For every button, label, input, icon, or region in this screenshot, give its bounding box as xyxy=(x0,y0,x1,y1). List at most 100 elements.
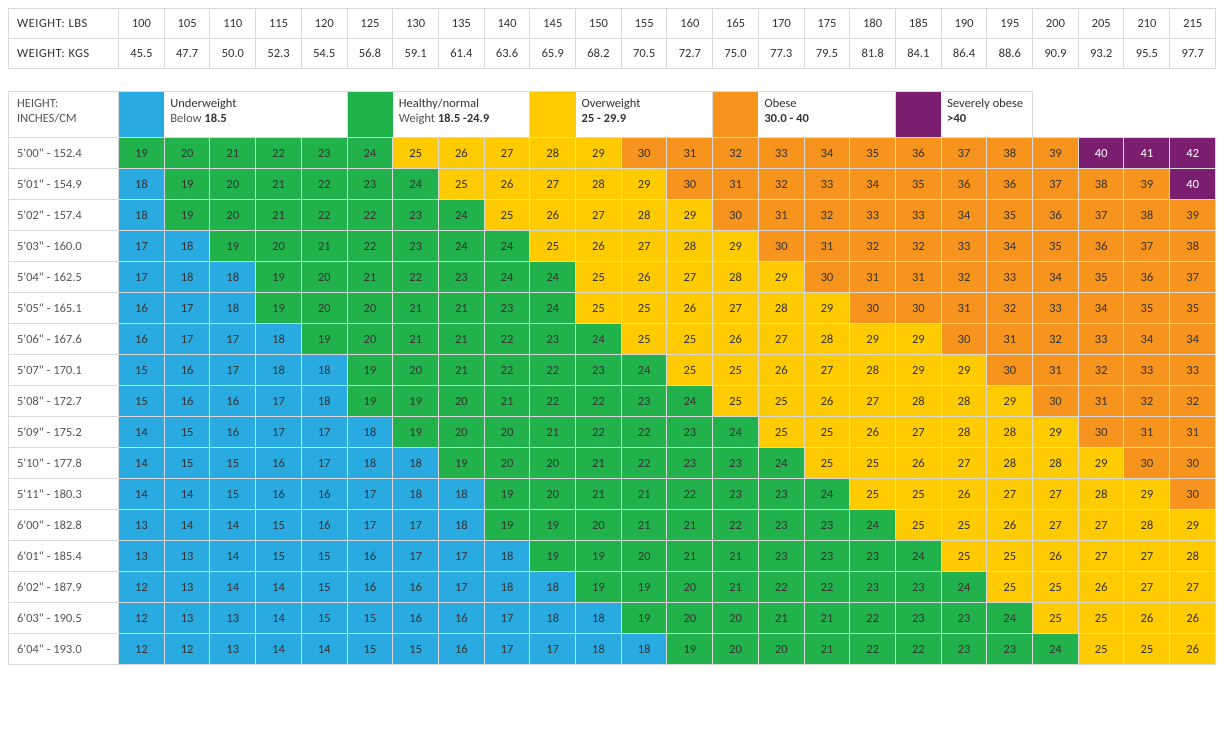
bmi-cell: 20 xyxy=(438,417,484,448)
bmi-cell: 18 xyxy=(347,448,393,479)
bmi-cell: 17 xyxy=(119,231,165,262)
bmi-cell: 28 xyxy=(804,324,850,355)
legend-label-obese: Obese30.0 - 40 xyxy=(758,92,895,138)
height-cell: 5'02" - 157.4 xyxy=(9,200,119,231)
bmi-cell: 29 xyxy=(1170,510,1216,541)
bmi-cell: 22 xyxy=(256,138,302,169)
bmi-cell: 25 xyxy=(987,572,1033,603)
bmi-cell: 19 xyxy=(484,510,530,541)
bmi-cell: 34 xyxy=(1078,293,1124,324)
bmi-cell: 25 xyxy=(438,169,484,200)
bmi-cell: 32 xyxy=(804,200,850,231)
legend-label-overweight: Overweight25 - 29.9 xyxy=(576,92,713,138)
bmi-cell: 35 xyxy=(987,200,1033,231)
bmi-cell: 27 xyxy=(987,479,1033,510)
bmi-cell: 23 xyxy=(393,231,439,262)
bmi-cell: 19 xyxy=(164,169,210,200)
bmi-cell: 38 xyxy=(1124,200,1170,231)
bmi-cell: 32 xyxy=(1078,355,1124,386)
bmi-cell: 34 xyxy=(1033,262,1079,293)
bmi-cell: 29 xyxy=(621,169,667,200)
bmi-cell: 38 xyxy=(1170,231,1216,262)
bmi-cell: 15 xyxy=(119,386,165,417)
bmi-cell: 14 xyxy=(210,510,256,541)
bmi-cell: 15 xyxy=(301,603,347,634)
bmi-cell: 18 xyxy=(530,603,576,634)
bmi-cell: 28 xyxy=(713,262,759,293)
bmi-cell: 24 xyxy=(1033,634,1079,665)
height-cell: 5'07" - 170.1 xyxy=(9,355,119,386)
weight-lbs-cell: 120 xyxy=(301,9,347,39)
bmi-cell: 31 xyxy=(667,138,713,169)
bmi-cell: 25 xyxy=(1078,634,1124,665)
bmi-cell: 20 xyxy=(301,262,347,293)
weight-lbs-row: WEIGHT: LBS10010511011512012513013514014… xyxy=(9,9,1216,39)
weight-lbs-cell: 200 xyxy=(1033,9,1079,39)
weight-lbs-cell: 165 xyxy=(713,9,759,39)
bmi-cell: 25 xyxy=(895,510,941,541)
bmi-cell: 25 xyxy=(850,448,896,479)
bmi-cell: 18 xyxy=(164,262,210,293)
bmi-cell: 38 xyxy=(1078,169,1124,200)
height-cell: 5'04" - 162.5 xyxy=(9,262,119,293)
bmi-cell: 26 xyxy=(895,448,941,479)
bmi-cell: 30 xyxy=(621,138,667,169)
bmi-cell: 30 xyxy=(1170,479,1216,510)
bmi-row: 5'03" - 160.0171819202122232424252627282… xyxy=(9,231,1216,262)
bmi-cell: 29 xyxy=(758,262,804,293)
weight-lbs-cell: 130 xyxy=(393,9,439,39)
bmi-cell: 14 xyxy=(256,603,302,634)
bmi-cell: 16 xyxy=(256,479,302,510)
bmi-row: 5'10" - 177.8141515161718181920202122232… xyxy=(9,448,1216,479)
weight-lbs-cell: 160 xyxy=(667,9,713,39)
bmi-cell: 16 xyxy=(438,603,484,634)
bmi-cell: 17 xyxy=(530,634,576,665)
bmi-row: 6'04" - 193.0121213141415151617171818192… xyxy=(9,634,1216,665)
bmi-cell: 36 xyxy=(1033,200,1079,231)
bmi-cell: 25 xyxy=(576,262,622,293)
weight-lbs-cell: 210 xyxy=(1124,9,1170,39)
weight-lbs-cell: 135 xyxy=(438,9,484,39)
bmi-cell: 25 xyxy=(987,541,1033,572)
bmi-cell: 21 xyxy=(621,510,667,541)
height-cell: 5'08" - 172.7 xyxy=(9,386,119,417)
bmi-cell: 18 xyxy=(256,324,302,355)
bmi-cell: 28 xyxy=(667,231,713,262)
bmi-cell: 22 xyxy=(667,479,713,510)
bmi-cell: 25 xyxy=(1124,634,1170,665)
bmi-cell: 13 xyxy=(210,603,256,634)
bmi-cell: 23 xyxy=(713,448,759,479)
bmi-cell: 23 xyxy=(713,479,759,510)
bmi-cell: 14 xyxy=(119,479,165,510)
bmi-cell: 14 xyxy=(119,448,165,479)
bmi-cell: 28 xyxy=(621,200,667,231)
section-gap xyxy=(8,69,1216,91)
weight-kgs-cell: 56.8 xyxy=(347,39,393,69)
bmi-cell: 26 xyxy=(850,417,896,448)
bmi-cell: 23 xyxy=(850,572,896,603)
bmi-cell: 24 xyxy=(987,603,1033,634)
bmi-cell: 21 xyxy=(393,293,439,324)
weight-lbs-cell: 195 xyxy=(987,9,1033,39)
height-cell: 6'03" - 190.5 xyxy=(9,603,119,634)
height-cell: 5'05" - 165.1 xyxy=(9,293,119,324)
bmi-cell: 22 xyxy=(758,572,804,603)
bmi-row: 5'07" - 170.1151617181819202122222324252… xyxy=(9,355,1216,386)
bmi-cell: 32 xyxy=(987,293,1033,324)
bmi-cell: 17 xyxy=(301,417,347,448)
legend-title: Obese xyxy=(764,96,889,111)
bmi-cell: 12 xyxy=(119,634,165,665)
bmi-cell: 27 xyxy=(895,417,941,448)
bmi-cell: 16 xyxy=(438,634,484,665)
bmi-cell: 28 xyxy=(987,417,1033,448)
bmi-cell: 18 xyxy=(210,293,256,324)
bmi-cell: 15 xyxy=(164,448,210,479)
bmi-cell: 15 xyxy=(347,634,393,665)
bmi-cell: 21 xyxy=(438,324,484,355)
bmi-row: 6'00" - 182.8131414151617171819192021212… xyxy=(9,510,1216,541)
bmi-cell: 19 xyxy=(210,231,256,262)
bmi-cell: 27 xyxy=(667,262,713,293)
bmi-cell: 21 xyxy=(576,448,622,479)
bmi-cell: 23 xyxy=(484,293,530,324)
bmi-cell: 20 xyxy=(667,572,713,603)
